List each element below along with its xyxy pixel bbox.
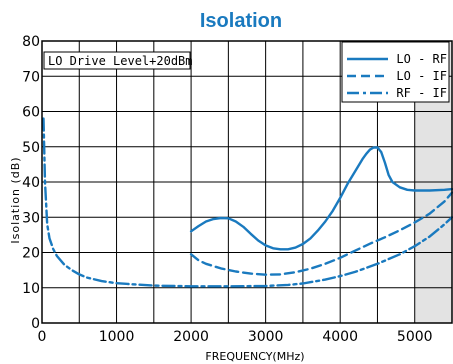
legend-label: LO - RF — [396, 52, 447, 66]
x-tick-labels: 0 1000 2000 3000 4000 5000 — [38, 329, 433, 345]
chart-title: Isolation — [200, 10, 282, 32]
annotation-box: LO Drive Level+20dBm — [43, 51, 193, 70]
x-tick-label: 4000 — [322, 329, 358, 345]
x-axis-label: FREQUENCY(MHz) — [205, 350, 304, 363]
y-tick-labels: 0 10 20 30 40 50 60 70 80 — [22, 34, 40, 332]
y-tick-label: 30 — [22, 210, 40, 226]
x-tick-label: 5000 — [397, 329, 433, 345]
x-tick-label: 1000 — [99, 329, 135, 345]
y-tick-label: 20 — [22, 246, 40, 262]
y-axis-label: Isolation (dB) — [9, 156, 22, 243]
legend-label: RF - IF — [396, 86, 447, 100]
legend: LO - RF LO - IF RF - IF — [341, 41, 450, 103]
y-tick-label: 40 — [22, 175, 40, 191]
annotation-text: LO Drive Level+20dBm — [48, 54, 193, 68]
legend-label: LO - IF — [396, 69, 447, 83]
plot-frame — [41, 40, 453, 324]
y-tick-label: 80 — [22, 34, 40, 50]
x-tick-label: 0 — [38, 329, 47, 345]
series-line-3 — [42, 117, 453, 288]
y-tick-label: 10 — [22, 281, 40, 297]
x-tick-label: 3000 — [248, 329, 284, 345]
series-line-1 — [189, 146, 453, 251]
x-tick-label: 2000 — [173, 329, 209, 345]
y-tick-label: 70 — [22, 69, 40, 85]
y-tick-label: 60 — [22, 105, 40, 121]
series-line-2 — [189, 191, 453, 276]
y-tick-label: 0 — [31, 316, 40, 332]
series-layer — [42, 117, 453, 288]
y-tick-label: 50 — [22, 140, 40, 156]
